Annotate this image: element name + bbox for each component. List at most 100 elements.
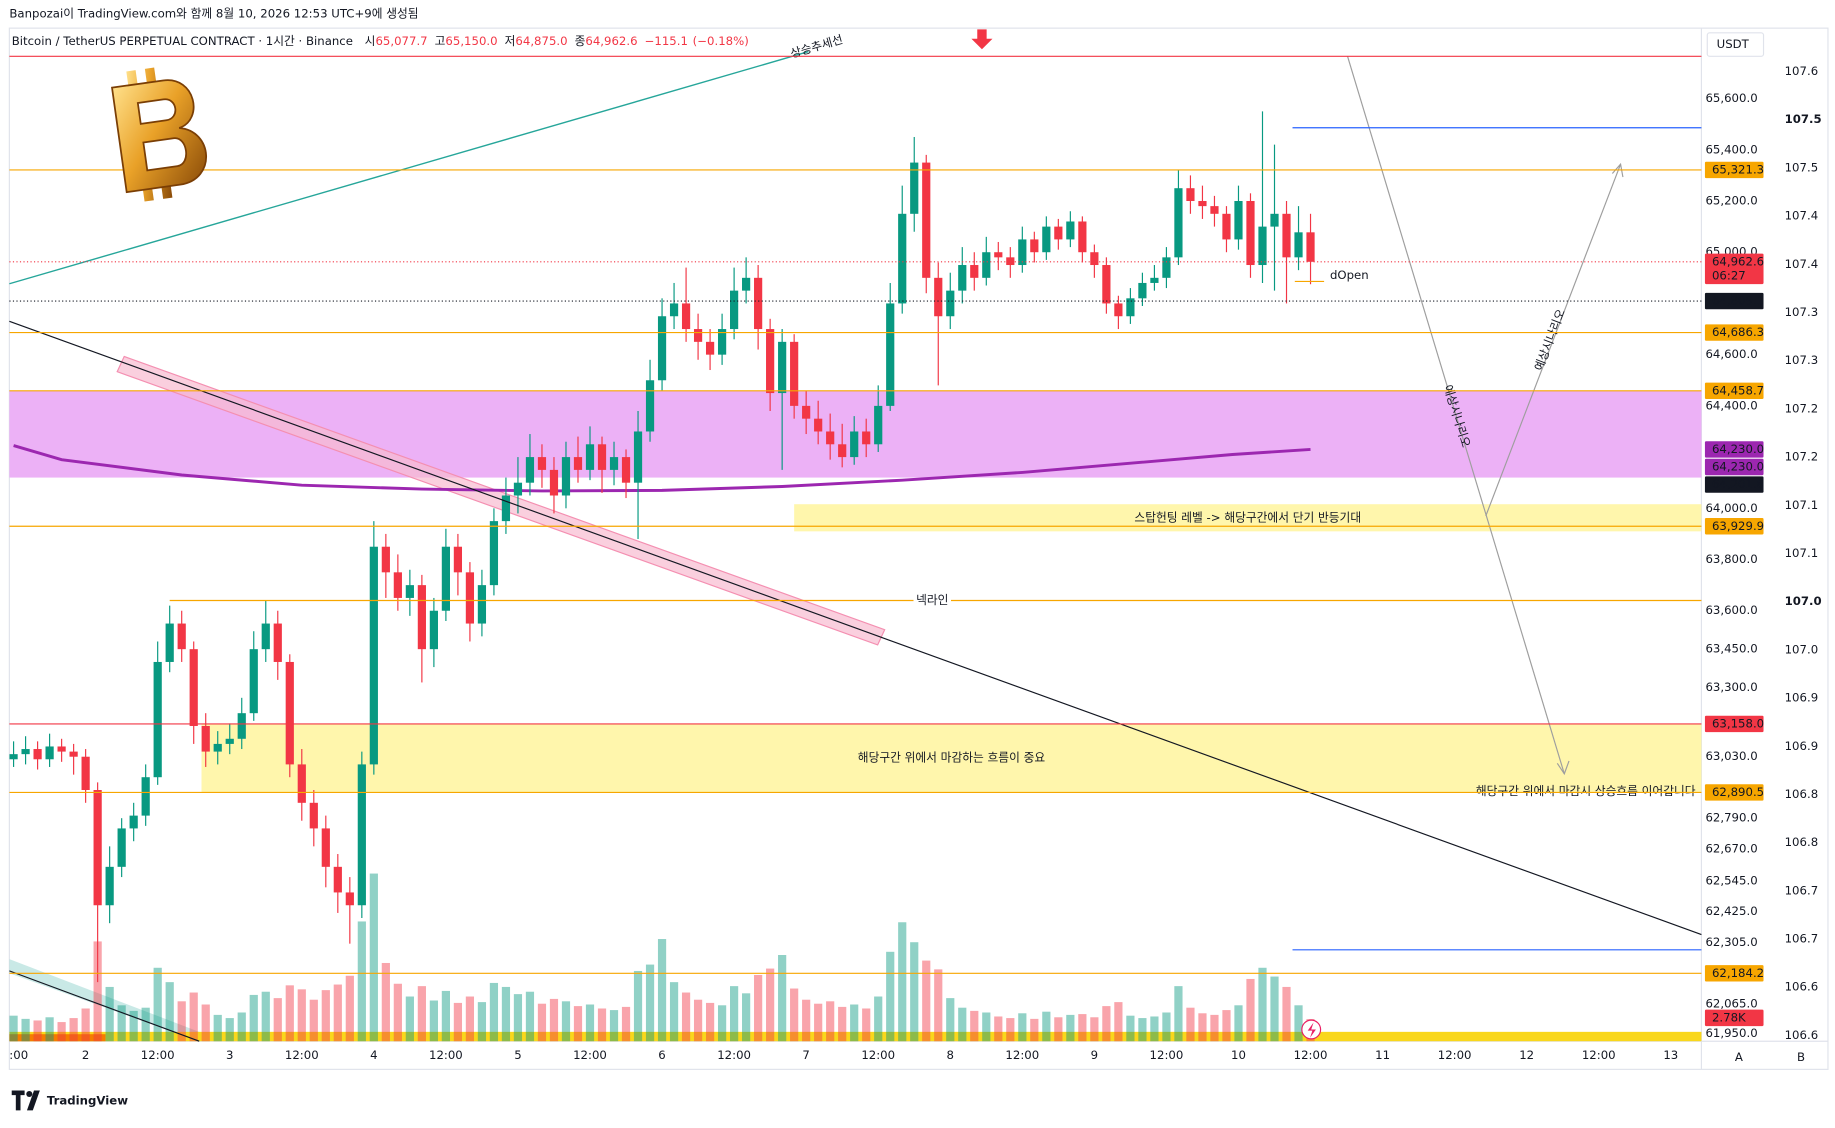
volume-bar (1066, 1014, 1075, 1042)
pane-border (8, 27, 1829, 1070)
volume-bar (261, 991, 270, 1042)
candle-body (225, 738, 234, 744)
x-tick-label: 10 (1231, 1048, 1246, 1062)
candle-body (862, 431, 871, 445)
price-tag (1704, 715, 1764, 733)
y-tick-label: 65,400.0 (1705, 142, 1757, 156)
y-tick-label: 63,800.0 (1705, 552, 1757, 566)
volume-bar (597, 1008, 607, 1042)
y2-tick-label: 106.7 (1785, 932, 1819, 946)
candle-body (1258, 226, 1267, 266)
y-tick-label: 65,200.0 (1705, 193, 1757, 207)
price-tag-label: 64,230.0 (1712, 442, 1764, 456)
unit-label: USDT (1717, 37, 1750, 51)
candle-body (1018, 239, 1027, 266)
y2-tick-label: 106.8 (1785, 835, 1819, 849)
candle-body (1114, 303, 1123, 317)
price-tag (1704, 1009, 1764, 1027)
candle-body (970, 265, 979, 278)
y2-tick-label: 107.6 (1785, 64, 1819, 78)
zone-note: 해당구간 위에서 마감시 상승흐름 이어갑니다 (1476, 784, 1696, 798)
candle-body (285, 661, 294, 765)
legend-value: 64,875.0 (515, 34, 567, 48)
y-tick-label: 62,425.0 (1705, 904, 1757, 918)
volume-bar (1030, 1018, 1039, 1042)
scale-button[interactable]: B (1797, 1050, 1805, 1064)
y2-tick-label: 107.2 (1785, 401, 1819, 415)
candle-body (513, 482, 523, 496)
volume-bar (417, 986, 426, 1042)
volume-bar (177, 1001, 186, 1042)
volume-bar (1258, 967, 1267, 1042)
candle-body (705, 341, 715, 355)
candle-body (105, 866, 114, 906)
y-tick-label: 62,670.0 (1705, 841, 1757, 855)
volume-bar (1210, 1014, 1219, 1042)
price-tag-countdown: 06:27 (1712, 268, 1746, 282)
candle-body (1234, 201, 1243, 240)
candle-body (1102, 265, 1111, 304)
volume-bar (838, 1006, 847, 1042)
candle-body (1138, 282, 1147, 299)
candle-body (609, 457, 619, 470)
candle-body (1282, 213, 1291, 258)
y2-tick-label: 107.4 (1785, 209, 1819, 223)
zone-text: 스탑헌팅 레벨 -> 해당구간에서 단기 반등기대 (1134, 510, 1361, 524)
candle-body (333, 866, 342, 893)
candle-body (838, 444, 847, 458)
scale-button[interactable]: A (1735, 1050, 1743, 1064)
volume-bar (273, 998, 282, 1042)
volume-bar (165, 982, 174, 1042)
candle-body (946, 290, 955, 317)
candle-body (742, 277, 751, 291)
logo-shape (11, 1090, 25, 1111)
candle-body (1162, 257, 1171, 278)
y-tick-label: 65,600.0 (1705, 91, 1757, 105)
volume-bar (357, 921, 366, 1042)
moving-average (13, 444, 1311, 493)
volume-bar (705, 1002, 715, 1042)
legend-key: 종 (575, 34, 586, 48)
volume-bar (381, 962, 390, 1042)
volume-bar (1162, 1012, 1171, 1042)
x-tick-label: :00 (9, 1048, 28, 1062)
volume-bar (910, 942, 919, 1042)
ray-label: 넥라인 (916, 593, 948, 607)
zone (201, 723, 1702, 793)
candle-body (693, 329, 703, 342)
candle-body (1222, 213, 1231, 240)
channel (116, 355, 886, 646)
candle-body (874, 405, 883, 445)
y2-tick-label: 107.0 (1785, 642, 1819, 656)
trend-line (9, 970, 200, 1042)
volume-bar (826, 1001, 835, 1042)
price-tag-label: 64,686.3 (1712, 325, 1764, 339)
price-tag (1704, 965, 1764, 982)
volume-bar (513, 994, 523, 1042)
y-tick-label: 63,450.0 (1705, 642, 1757, 656)
volume-bar (477, 1002, 487, 1042)
candle-body (802, 405, 811, 419)
candle-body (129, 815, 138, 829)
volume-bar (309, 999, 318, 1042)
price-tag (1704, 458, 1764, 476)
volume-bar (1150, 1016, 1159, 1042)
volume-bar (1090, 1017, 1099, 1042)
candle-body (645, 380, 655, 432)
volume-bar (1174, 986, 1183, 1042)
candle-body (273, 623, 282, 662)
price-tag (1704, 382, 1764, 400)
candle-body (790, 341, 799, 406)
unit-box[interactable] (1706, 32, 1765, 57)
tv-logo-icon (11, 1090, 40, 1111)
volume-bar (862, 1008, 871, 1042)
volume-bar (585, 1004, 595, 1042)
candle-body (982, 252, 991, 278)
volume-bar (730, 986, 739, 1042)
volume-bar (1234, 1005, 1243, 1042)
logo-shape (26, 1090, 40, 1111)
x-tick-label: 12:00 (573, 1048, 607, 1062)
price-tag-label: 64,201.8 (1712, 477, 1764, 491)
candle-body (633, 431, 643, 483)
